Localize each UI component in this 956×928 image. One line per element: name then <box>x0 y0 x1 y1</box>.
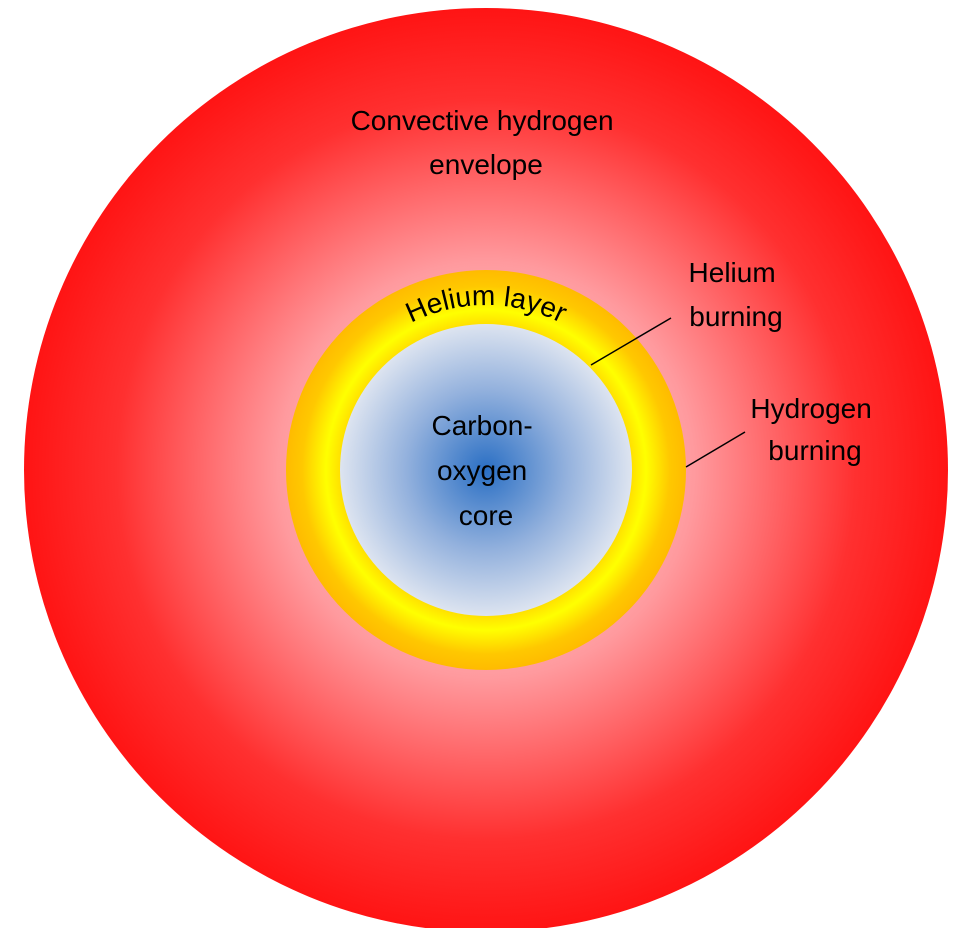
core-label: Carbon- oxygen core <box>432 410 541 531</box>
label-line: envelope <box>429 149 543 180</box>
helium-burning-pointer <box>590 317 672 366</box>
hydrogen-burning-pointer <box>685 431 746 468</box>
envelope-label: Convective hydrogen envelope <box>351 105 622 180</box>
label-line: burning <box>689 301 782 332</box>
label-line: burning <box>768 435 861 466</box>
label-line: Hydrogen <box>750 393 871 424</box>
label-line: core <box>459 500 513 531</box>
hydrogen-burning-label: Hydrogen burning <box>750 393 879 466</box>
label-line: Helium <box>689 257 776 288</box>
label-line: Convective hydrogen <box>351 105 614 136</box>
helium-burning-label: Helium burning <box>689 257 784 332</box>
core <box>340 324 632 616</box>
label-line: Carbon- <box>432 410 533 441</box>
label-line: oxygen <box>437 455 527 486</box>
